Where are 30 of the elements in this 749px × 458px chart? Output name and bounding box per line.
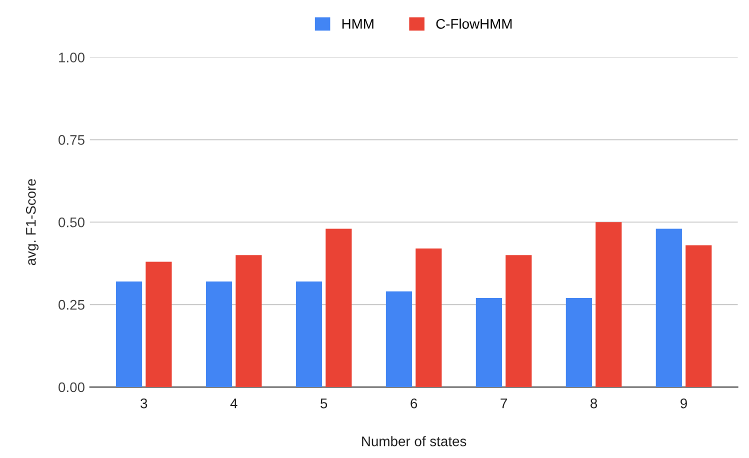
- legend-label: C-FlowHMM: [436, 18, 512, 29]
- x-tick-label: 3: [140, 398, 148, 408]
- bar: [326, 228, 352, 388]
- bar: [416, 248, 442, 388]
- x-tick-label: 8: [590, 398, 598, 408]
- bar: [476, 298, 502, 388]
- bar: [566, 298, 592, 388]
- bar: [686, 245, 712, 388]
- y-tick-label: 0.25: [58, 300, 84, 310]
- bar: [596, 222, 622, 388]
- x-tick-label: 6: [410, 398, 418, 408]
- bar: [206, 281, 232, 388]
- x-tick-label: 7: [500, 398, 507, 408]
- bar: [146, 262, 172, 388]
- x-tick-label: 4: [230, 398, 238, 408]
- bar: [386, 291, 412, 388]
- bar: [236, 255, 262, 388]
- y-axis-title: avg. F1-Score: [26, 179, 39, 266]
- bar: [296, 281, 322, 388]
- y-tick-label: 0.00: [58, 382, 84, 392]
- y-tick-label: 1.00: [59, 52, 84, 62]
- bar: [116, 281, 142, 388]
- x-tick-label: 5: [320, 398, 328, 408]
- y-tick-label: 0.50: [58, 217, 84, 228]
- bar: [506, 255, 532, 388]
- y-tick-label: 0.75: [58, 135, 84, 145]
- x-axis-title: Number of states: [362, 436, 466, 446]
- bar: [656, 228, 682, 388]
- x-tick-label: 9: [680, 398, 687, 408]
- legend-label: HMM: [342, 19, 374, 29]
